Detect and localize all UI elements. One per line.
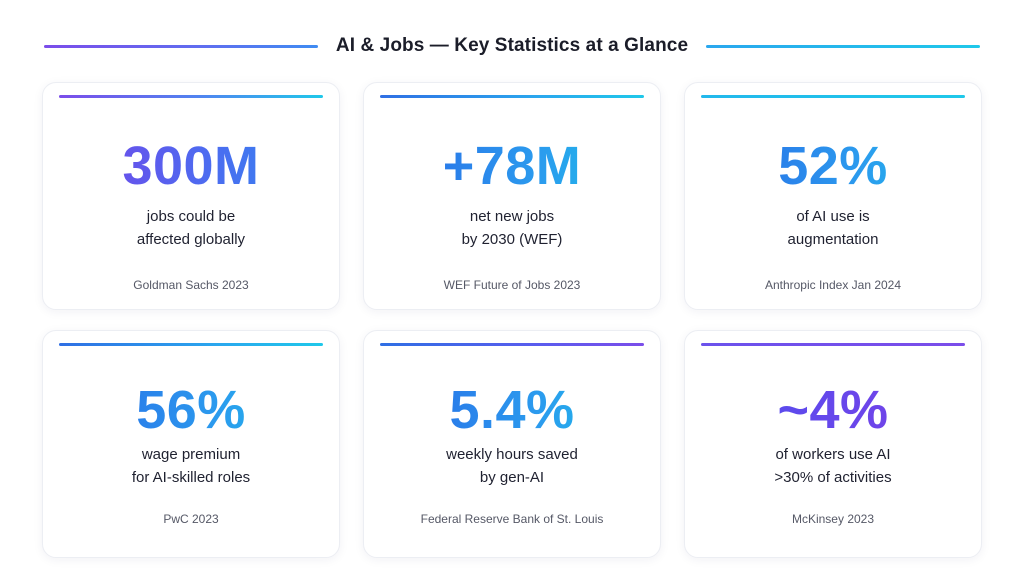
header-rule-left bbox=[44, 44, 318, 48]
stat-description-line: for AI-skilled roles bbox=[131, 469, 251, 486]
stat-card-wage-premium: 56% wage premium for AI-skilled roles Pw… bbox=[42, 330, 340, 558]
stat-source: Goldman Sachs 2023 bbox=[133, 278, 249, 292]
stat-description: of workers use AI >30% of activities bbox=[685, 443, 981, 489]
stat-description-line: weekly hours saved bbox=[446, 446, 578, 463]
stat-card-jobs-affected: 300M jobs could be affected globally Gol… bbox=[42, 82, 340, 310]
stat-value: ~4% bbox=[685, 379, 981, 441]
stat-source: Anthropic Index Jan 2024 bbox=[764, 278, 902, 292]
stat-description: weekly hours saved by gen-AI bbox=[364, 443, 660, 489]
stat-source: Federal Reserve Bank of St. Louis bbox=[420, 512, 604, 526]
stat-description: jobs could be affected globally bbox=[43, 205, 339, 251]
card-accent-bar bbox=[59, 95, 323, 98]
stat-card-augmentation: 52% of AI use is augmentation Anthropic … bbox=[684, 82, 982, 310]
stat-description-line: of AI use is bbox=[796, 208, 870, 225]
page-title: AI & Jobs — Key Statistics at a Glance bbox=[335, 35, 689, 56]
stat-description-line: by 2030 (WEF) bbox=[461, 231, 563, 248]
stat-source: McKinsey 2023 bbox=[791, 512, 875, 526]
card-accent-bar bbox=[59, 343, 323, 346]
stat-source: PwC 2023 bbox=[163, 512, 219, 526]
stat-description: net new jobs by 2030 (WEF) bbox=[364, 205, 660, 251]
stat-description-line: of workers use AI bbox=[775, 446, 891, 463]
stat-description-line: affected globally bbox=[136, 231, 246, 248]
card-accent-bar bbox=[380, 95, 644, 98]
stat-value: +78M bbox=[364, 135, 660, 197]
stat-card-hours-saved: 5.4% weekly hours saved by gen-AI Federa… bbox=[363, 330, 661, 558]
card-accent-bar bbox=[701, 95, 965, 98]
stat-value: 300M bbox=[43, 135, 339, 197]
stat-description-line: net new jobs bbox=[469, 208, 555, 225]
stat-card-workers-use-ai: ~4% of workers use AI >30% of activities… bbox=[684, 330, 982, 558]
card-accent-bar bbox=[701, 343, 965, 346]
stat-source: WEF Future of Jobs 2023 bbox=[443, 278, 581, 292]
stat-description-line: augmentation bbox=[787, 231, 879, 248]
stat-value: 5.4% bbox=[364, 379, 660, 441]
stat-description-line: >30% of activities bbox=[774, 469, 892, 486]
stat-value: 56% bbox=[43, 379, 339, 441]
stat-description: of AI use is augmentation bbox=[685, 205, 981, 251]
stats-grid: 300M jobs could be affected globally Gol… bbox=[42, 82, 982, 558]
stat-description-line: jobs could be bbox=[146, 208, 236, 225]
stat-card-net-new-jobs: +78M net new jobs by 2030 (WEF) WEF Futu… bbox=[363, 82, 661, 310]
header-rule-right bbox=[706, 44, 981, 48]
stat-description-line: wage premium bbox=[141, 446, 241, 463]
stat-description-line: by gen-AI bbox=[479, 469, 545, 486]
header: AI & Jobs — Key Statistics at a Glance bbox=[44, 28, 981, 64]
card-accent-bar bbox=[380, 343, 644, 346]
stat-value: 52% bbox=[685, 135, 981, 197]
stat-description: wage premium for AI-skilled roles bbox=[43, 443, 339, 489]
